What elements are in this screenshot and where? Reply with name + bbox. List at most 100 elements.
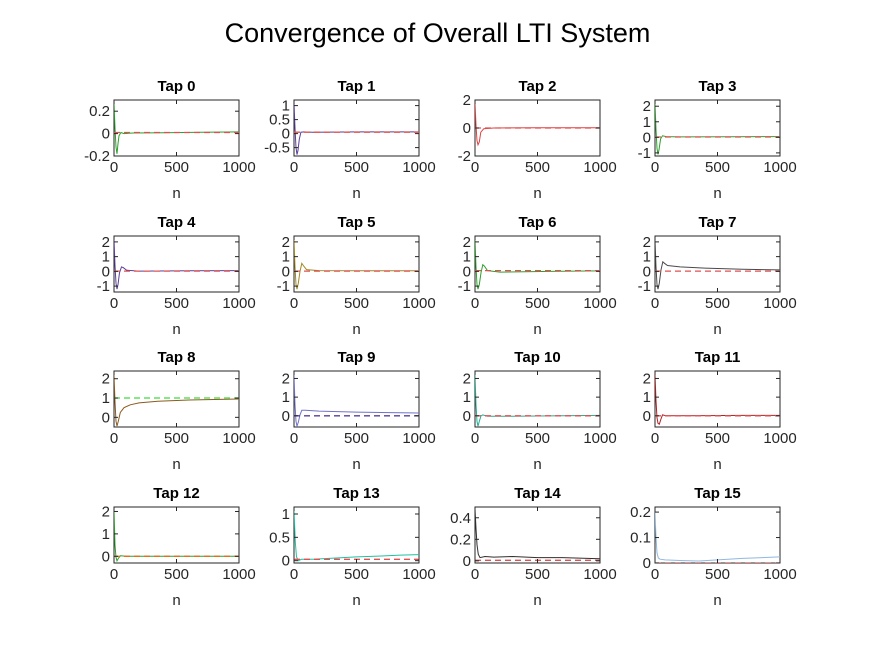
x-axis-label: n bbox=[172, 592, 180, 609]
y-tick-label: 2 bbox=[643, 98, 651, 115]
y-tick-label: 2 bbox=[463, 370, 471, 387]
y-tick-label: 0 bbox=[282, 263, 290, 280]
y-tick-label: 0.5 bbox=[269, 529, 290, 546]
y-tick-label: 1 bbox=[643, 114, 651, 131]
y-tick-label: 0.1 bbox=[630, 530, 651, 547]
y-tick-label: 1 bbox=[102, 249, 110, 266]
y-tick-label: 0 bbox=[102, 548, 110, 565]
x-tick-label: 0 bbox=[110, 430, 118, 447]
series-line-0 bbox=[114, 509, 239, 563]
x-axis-label: n bbox=[172, 185, 180, 202]
plot-lines bbox=[655, 512, 780, 563]
y-tick-label: -0.2 bbox=[84, 148, 110, 165]
x-tick-label: 500 bbox=[164, 430, 189, 447]
plot-lines bbox=[114, 509, 239, 563]
x-tick-label: 1000 bbox=[763, 159, 796, 176]
x-axis-label: n bbox=[713, 185, 721, 202]
subplot-tap-14: 0 500 1000 0 0.2 0.4 Tap 14 n bbox=[450, 485, 617, 609]
x-tick-label: 0 bbox=[290, 566, 298, 583]
series-line-0 bbox=[475, 238, 600, 290]
y-tick-label: 2 bbox=[102, 503, 110, 520]
subplot-title: Tap 9 bbox=[337, 349, 375, 366]
x-tick-label: 500 bbox=[705, 566, 730, 583]
y-tick-label: 1 bbox=[282, 389, 290, 406]
subplot-title: Tap 6 bbox=[518, 214, 556, 231]
axes-box bbox=[474, 506, 601, 564]
x-tick-label: 1000 bbox=[222, 159, 255, 176]
x-axis-label: n bbox=[352, 592, 360, 609]
y-tick-label: 0 bbox=[463, 120, 471, 137]
y-tick-label: 0 bbox=[463, 408, 471, 425]
subplot-title: Tap 12 bbox=[153, 485, 199, 502]
x-tick-label: 500 bbox=[164, 566, 189, 583]
series-line-0 bbox=[655, 512, 780, 562]
y-tick-label: 0 bbox=[643, 129, 651, 146]
x-axis-label: n bbox=[172, 456, 180, 473]
y-tick-label: -2 bbox=[458, 148, 471, 165]
y-tick-label: 1 bbox=[282, 249, 290, 266]
y-tick-label: 1 bbox=[282, 98, 290, 115]
x-tick-label: 0 bbox=[110, 159, 118, 176]
x-axis-label: n bbox=[352, 185, 360, 202]
y-tick-label: 1 bbox=[282, 506, 290, 523]
x-tick-label: 1000 bbox=[402, 295, 435, 312]
y-tick-label: 1 bbox=[102, 526, 110, 543]
x-tick-label: 0 bbox=[290, 159, 298, 176]
y-tick-label: 0.2 bbox=[630, 504, 651, 521]
x-tick-label: 1000 bbox=[402, 566, 435, 583]
subplot-title: Tap 2 bbox=[518, 78, 556, 95]
plot-lines bbox=[475, 102, 600, 147]
x-tick-label: 0 bbox=[471, 430, 479, 447]
x-tick-label: 0 bbox=[651, 566, 659, 583]
axes-box bbox=[474, 235, 601, 293]
x-tick-label: 0 bbox=[471, 566, 479, 583]
x-tick-label: 0 bbox=[651, 159, 659, 176]
x-axis-label: n bbox=[713, 592, 721, 609]
x-tick-label: 0 bbox=[471, 295, 479, 312]
x-tick-label: 1000 bbox=[583, 430, 616, 447]
x-tick-label: 1000 bbox=[222, 295, 255, 312]
x-tick-label: 0 bbox=[651, 295, 659, 312]
subplot-tap-10: 0 500 1000 0 1 2 Tap 10 n bbox=[463, 349, 617, 473]
x-tick-label: 1000 bbox=[583, 159, 616, 176]
subplot-title: Tap 10 bbox=[514, 349, 560, 366]
x-tick-label: 0 bbox=[290, 430, 298, 447]
subplot-tap-9: 0 500 1000 0 1 2 Tap 9 n bbox=[282, 349, 436, 473]
axes-box bbox=[654, 235, 781, 293]
y-tick-label: 0.4 bbox=[450, 510, 471, 527]
y-tick-label: 0 bbox=[643, 555, 651, 572]
axes-box bbox=[113, 99, 240, 157]
x-tick-label: 500 bbox=[525, 159, 550, 176]
y-tick-label: 2 bbox=[282, 234, 290, 251]
y-tick-label: 0 bbox=[463, 553, 471, 570]
subplot-tap-12: 0 500 1000 0 1 2 Tap 12 n bbox=[102, 485, 256, 609]
y-tick-label: -1 bbox=[458, 278, 471, 295]
y-tick-label: 2 bbox=[102, 371, 110, 388]
subplot-tap-13: 0 500 1000 0 0.5 1 Tap 13 n bbox=[269, 485, 436, 609]
x-tick-label: 0 bbox=[290, 295, 298, 312]
subplot-title: Tap 1 bbox=[337, 78, 375, 95]
x-axis-label: n bbox=[352, 321, 360, 338]
y-tick-label: 0 bbox=[282, 126, 290, 143]
plot-lines bbox=[655, 374, 780, 425]
y-tick-label: 0 bbox=[282, 408, 290, 425]
x-tick-label: 1000 bbox=[763, 430, 796, 447]
axes-box bbox=[293, 235, 420, 293]
x-tick-label: 1000 bbox=[763, 566, 796, 583]
subplot-title: Tap 11 bbox=[695, 349, 741, 366]
subplot-title: Tap 13 bbox=[333, 485, 379, 502]
x-tick-label: 1000 bbox=[583, 566, 616, 583]
x-tick-label: 500 bbox=[344, 430, 369, 447]
x-tick-label: 1000 bbox=[583, 295, 616, 312]
x-tick-label: 500 bbox=[525, 295, 550, 312]
axes-box bbox=[654, 99, 781, 157]
y-tick-label: 0.5 bbox=[269, 112, 290, 129]
series-line-0 bbox=[114, 374, 239, 427]
y-tick-label: 2 bbox=[102, 234, 110, 251]
x-tick-label: 500 bbox=[344, 566, 369, 583]
